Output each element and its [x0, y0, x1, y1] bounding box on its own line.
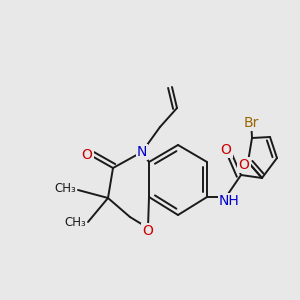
Text: CH₃: CH₃: [54, 182, 76, 196]
Text: O: O: [220, 143, 231, 157]
Text: O: O: [238, 158, 249, 172]
Text: Br: Br: [243, 116, 259, 130]
Text: NH: NH: [219, 194, 239, 208]
Text: N: N: [137, 145, 147, 159]
Text: O: O: [142, 224, 153, 238]
Text: O: O: [82, 148, 92, 162]
Text: CH₃: CH₃: [64, 215, 86, 229]
